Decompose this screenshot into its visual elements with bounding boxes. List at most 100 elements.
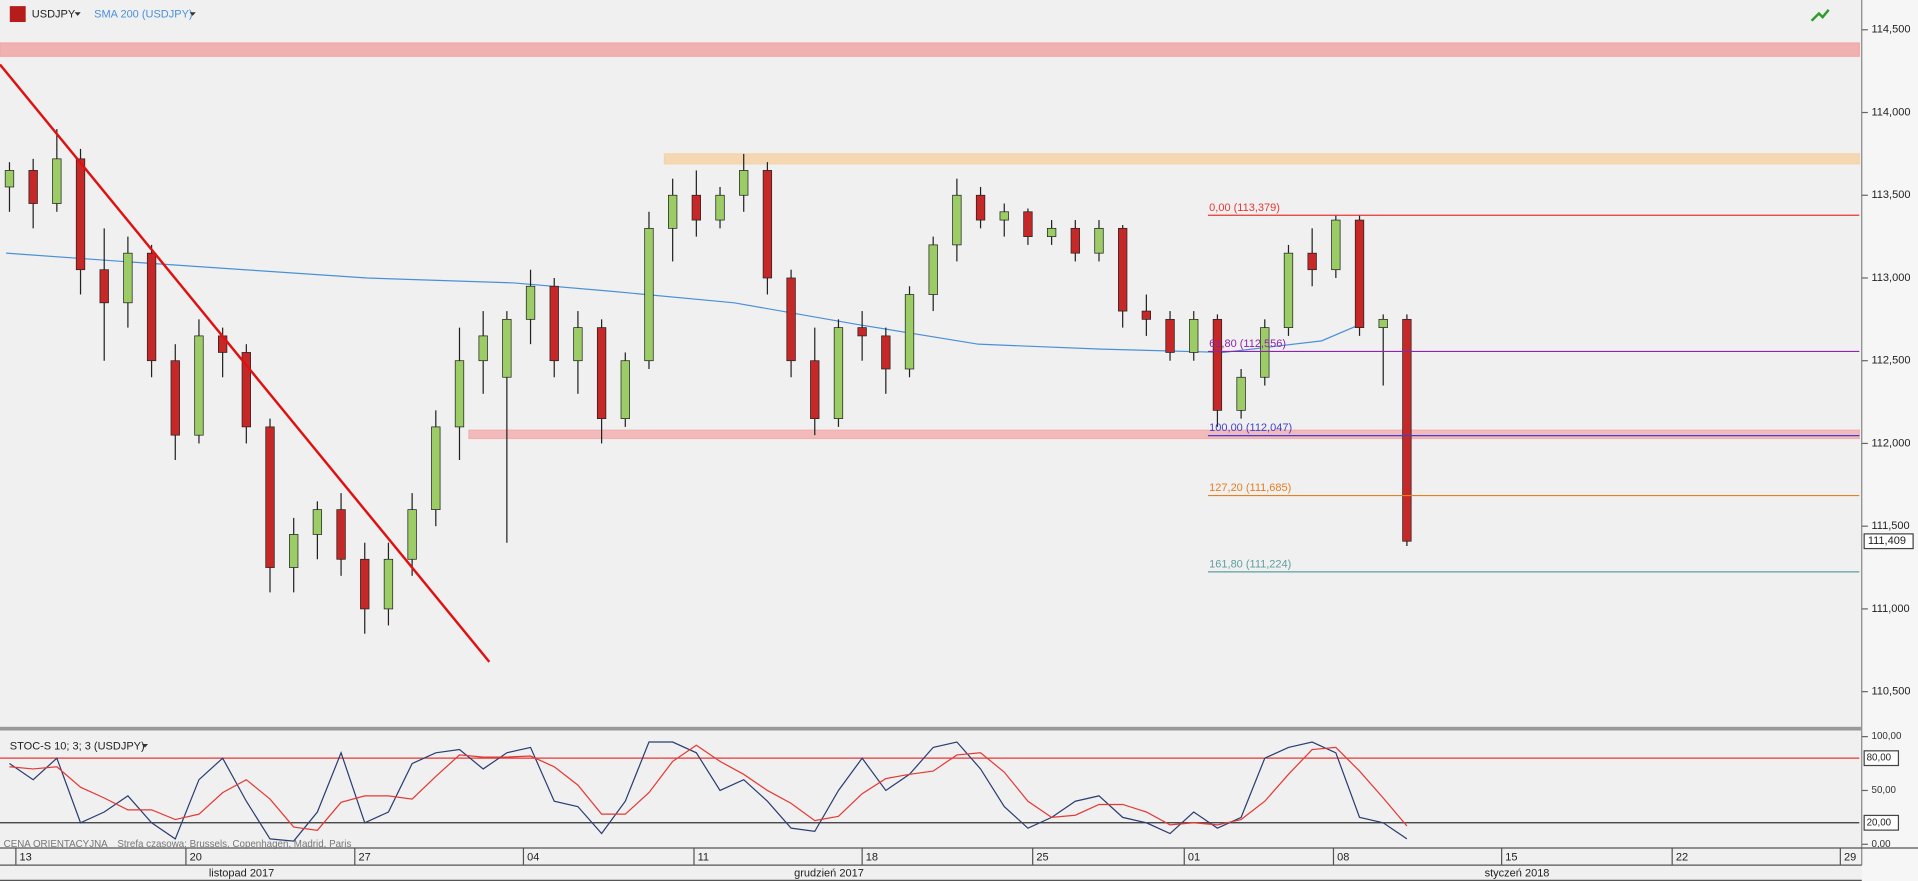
candle-body bbox=[1141, 310, 1152, 320]
candle-body bbox=[810, 360, 820, 419]
sma-line bbox=[6, 252, 1365, 354]
candle-body bbox=[289, 534, 299, 568]
candle-body bbox=[525, 285, 536, 320]
x-tick-label: 20 bbox=[190, 852, 202, 864]
candle-body bbox=[1118, 227, 1128, 312]
trendline bbox=[0, 63, 491, 663]
level-box bbox=[1863, 750, 1900, 767]
candle-body bbox=[1189, 318, 1199, 353]
y-tick-label: 50,00 bbox=[1872, 785, 1897, 796]
candle-body bbox=[620, 360, 630, 419]
candle-body bbox=[762, 170, 773, 279]
x-tick-label: 29 bbox=[1844, 852, 1856, 864]
plot: 114,500 114,000 113,500 113,000 112,500 112,0… bbox=[0, 24, 1914, 880]
candle-body bbox=[360, 558, 370, 610]
candle-body bbox=[715, 194, 725, 221]
candle-body bbox=[454, 360, 465, 428]
candle-body bbox=[146, 252, 157, 362]
indicator-legend[interactable]: SMA 200 (USDJPY) bbox=[94, 9, 192, 21]
footnote: Strefa czasowa: Brussels, Copenhagen, Ma… bbox=[117, 839, 351, 850]
dropdown-arrow[interactable] bbox=[141, 743, 149, 748]
x-tick-label: 22 bbox=[1676, 852, 1688, 864]
candle-body bbox=[1402, 318, 1412, 542]
y-tick-label: 0,00 bbox=[1872, 839, 1892, 850]
level-label: 80,00 bbox=[1867, 753, 1892, 764]
fib-label: 127,20 (111,685) bbox=[1209, 482, 1291, 494]
candle-body bbox=[383, 558, 394, 610]
y-tick-label: 100,00 bbox=[1872, 731, 1902, 742]
candle-body bbox=[431, 426, 441, 511]
y-tick-label: 110,500 bbox=[1872, 686, 1911, 698]
month-label: styczeń 2018 bbox=[1485, 868, 1550, 880]
y-tick-label: 112,500 bbox=[1872, 355, 1911, 367]
x-tick-label: 27 bbox=[358, 852, 370, 864]
x-tick-label: 04 bbox=[527, 852, 539, 864]
candle-body bbox=[1283, 252, 1294, 328]
candle-body bbox=[1378, 318, 1388, 328]
y-tick-label: 112,000 bbox=[1872, 437, 1911, 449]
last-price-box bbox=[1863, 533, 1914, 550]
candle-body bbox=[241, 352, 251, 428]
candle-body bbox=[1260, 327, 1270, 378]
x-tick-label: 08 bbox=[1337, 852, 1349, 864]
dropdown-arrow[interactable] bbox=[189, 12, 196, 16]
candle-body bbox=[502, 318, 512, 378]
x-tick-label: 13 bbox=[20, 852, 32, 864]
y-tick-label: 111,500 bbox=[1872, 520, 1910, 532]
candle-body bbox=[1070, 227, 1080, 254]
price-zone bbox=[0, 42, 1860, 57]
price-zone bbox=[468, 429, 1860, 440]
candle-body bbox=[952, 194, 962, 246]
y-tick-label: 114,500 bbox=[1872, 24, 1911, 36]
candle-body bbox=[1331, 219, 1341, 271]
candle-body bbox=[786, 277, 796, 362]
candle-body bbox=[1307, 252, 1317, 271]
candle-body bbox=[407, 509, 417, 560]
oscillator-title[interactable]: STOC-S 10; 3; 3 (USDJPY) bbox=[10, 740, 145, 752]
fib-label: 0,00 (113,379) bbox=[1209, 202, 1280, 214]
candle-body bbox=[975, 194, 986, 221]
trend-icon[interactable] bbox=[1810, 9, 1830, 22]
candle-body bbox=[170, 360, 180, 436]
panel-separator bbox=[0, 726, 1862, 731]
x-tick-label: 11 bbox=[698, 852, 709, 864]
x-tick-label: 01 bbox=[1188, 852, 1200, 864]
candle-body bbox=[265, 426, 275, 568]
fib-label: 100,00 (112,047) bbox=[1209, 422, 1292, 434]
candle-body bbox=[1046, 227, 1057, 237]
axis-area bbox=[1861, 0, 1918, 881]
dropdown-arrow[interactable] bbox=[74, 12, 81, 16]
fib-label: 61,80 (112,556) bbox=[1209, 338, 1286, 350]
fib-label: 161,80 (111,224) bbox=[1209, 558, 1291, 570]
level-box bbox=[1863, 814, 1900, 831]
candle-body bbox=[312, 509, 323, 535]
level-label: 20,00 bbox=[1867, 817, 1892, 828]
footnote: CENA ORIENTACYJNA bbox=[4, 839, 108, 850]
symbol-title[interactable]: USDJPY bbox=[32, 9, 76, 21]
price-zone bbox=[663, 153, 1860, 165]
candle-body bbox=[28, 170, 38, 204]
candle-body bbox=[478, 335, 488, 362]
y-tick-label: 113,000 bbox=[1872, 272, 1911, 284]
candle-body bbox=[739, 170, 749, 196]
candle-body bbox=[1236, 376, 1246, 411]
candle-body bbox=[1212, 318, 1223, 411]
candle-body bbox=[881, 335, 891, 370]
candle-body bbox=[75, 158, 86, 271]
candle-body bbox=[833, 327, 844, 419]
candle-body bbox=[194, 335, 204, 436]
candle-body bbox=[691, 194, 701, 221]
oscillator-line bbox=[9, 744, 1408, 831]
candle-body bbox=[99, 269, 109, 304]
candle-body bbox=[52, 158, 62, 204]
x-tick-label: 25 bbox=[1036, 852, 1048, 864]
month-label: listopad 2017 bbox=[209, 868, 274, 880]
oscillator-line bbox=[9, 741, 1408, 842]
y-tick-label: 111,000 bbox=[1872, 603, 1910, 615]
x-tick-label: 15 bbox=[1505, 852, 1517, 864]
candle-body bbox=[1023, 211, 1033, 237]
x-tick-label: 18 bbox=[866, 852, 878, 864]
y-tick-label: 113,500 bbox=[1872, 189, 1911, 201]
